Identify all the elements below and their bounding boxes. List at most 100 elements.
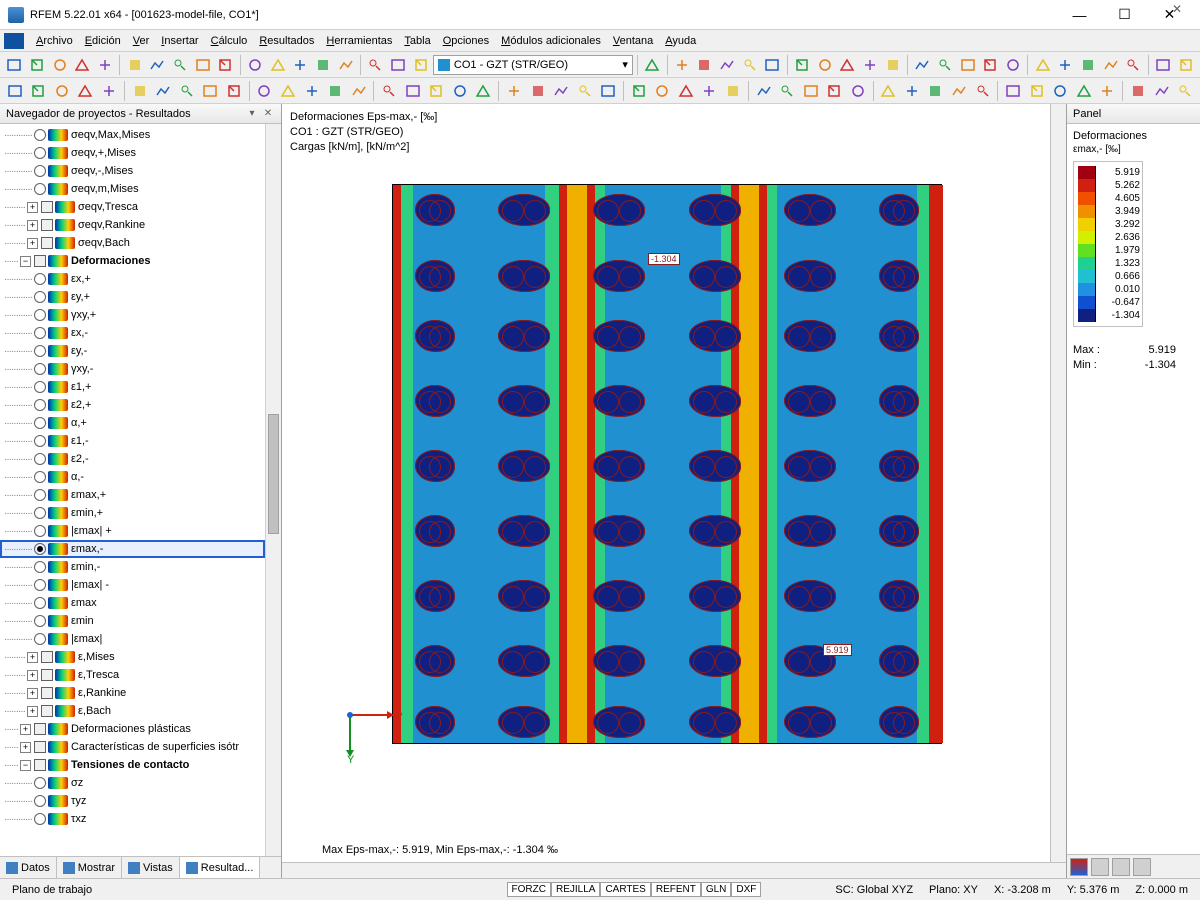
tree-item-18[interactable]: ············ε2,-	[0, 450, 265, 468]
tree-item-15[interactable]: ············ε2,+	[0, 396, 265, 414]
viewport-v-scrollbar[interactable]	[1050, 104, 1066, 862]
toolbar-button-31[interactable]	[935, 54, 956, 76]
toolbar-button-14[interactable]	[335, 54, 356, 76]
toolbar-button-13[interactable]	[313, 54, 334, 76]
toolbar-button-29[interactable]	[722, 80, 744, 102]
menu-ventana[interactable]: Ventana	[607, 33, 659, 49]
maximize-button[interactable]: ☐	[1102, 1, 1147, 29]
toolbar-button-10[interactable]	[254, 80, 276, 102]
toolbar-button-17[interactable]	[426, 80, 448, 102]
status-cell-gln[interactable]: GLN	[701, 882, 732, 897]
toolbar-button-21[interactable]	[527, 80, 549, 102]
tree-item-10[interactable]: ············γxy,+	[0, 306, 265, 324]
toolbar-button-26[interactable]	[814, 54, 835, 76]
tree-item-30[interactable]: ·········+ε,Tresca	[0, 666, 265, 684]
tree-item-2[interactable]: ············σeqv,-,Mises	[0, 162, 265, 180]
tree-item-6[interactable]: ·········+σeqv,Bach	[0, 234, 265, 252]
toolbar-button-11[interactable]	[277, 80, 299, 102]
nav-tab-vistas[interactable]: Vistas	[122, 857, 180, 878]
toolbar-button-29[interactable]	[882, 54, 903, 76]
toolbar-button-25[interactable]	[628, 80, 650, 102]
toolbar-button-35[interactable]	[878, 80, 900, 102]
toolbar-button-25[interactable]	[792, 54, 813, 76]
toolbar-button-6[interactable]	[147, 54, 168, 76]
tree-item-16[interactable]: ············α,+	[0, 414, 265, 432]
tree-item-4[interactable]: ·········+σeqv,Tresca	[0, 198, 265, 216]
tree-item-38[interactable]: ············τxz	[0, 810, 265, 828]
toolbar-button-30[interactable]	[753, 80, 775, 102]
toolbar-button-40[interactable]	[1153, 54, 1174, 76]
tree-item-3[interactable]: ············σeqv,m,Mises	[0, 180, 265, 198]
toolbar-button-33[interactable]	[823, 80, 845, 102]
toolbar-button-1[interactable]	[28, 80, 50, 102]
toolbar-button-31[interactable]	[776, 80, 798, 102]
toolbar-button-9[interactable]	[215, 54, 236, 76]
tree-item-26[interactable]: ············εmax	[0, 594, 265, 612]
tree-item-31[interactable]: ·········+ε,Rankine	[0, 684, 265, 702]
toolbar-button-21[interactable]	[694, 54, 715, 76]
toolbar-button-3[interactable]	[72, 54, 93, 76]
toolbar-button-44[interactable]	[1097, 80, 1119, 102]
toolbar-button-19[interactable]	[473, 80, 495, 102]
status-cell-refent[interactable]: REFENT	[651, 882, 701, 897]
toolbar-button-5[interactable]	[129, 80, 151, 102]
toolbar-button-18[interactable]	[449, 80, 471, 102]
toolbar-button-4[interactable]	[95, 54, 116, 76]
viewport[interactable]: Deformaciones Eps-max,- [‰] CO1 : GZT (S…	[282, 104, 1066, 878]
toolbar-button-24[interactable]	[597, 80, 619, 102]
tree-item-25[interactable]: ············|εmax| -	[0, 576, 265, 594]
toolbar-button-38[interactable]	[948, 80, 970, 102]
toolbar-button-16[interactable]	[388, 54, 409, 76]
tree-item-11[interactable]: ············εx,-	[0, 324, 265, 342]
toolbar-button-42[interactable]	[1050, 80, 1072, 102]
toolbar-button-33[interactable]	[980, 54, 1001, 76]
tree-item-23[interactable]: ············εmax,-	[0, 540, 265, 558]
tree-item-34[interactable]: ······+Características de superficies is…	[0, 738, 265, 756]
status-cell-rejilla[interactable]: REJILLA	[551, 882, 600, 897]
tree-item-29[interactable]: ·········+ε,Mises	[0, 648, 265, 666]
toolbar-button-46[interactable]	[1151, 80, 1173, 102]
toolbar-button-28[interactable]	[860, 54, 881, 76]
toolbar-button-41[interactable]	[1175, 54, 1196, 76]
toolbar-button-10[interactable]	[245, 54, 266, 76]
toolbar-button-0[interactable]	[4, 80, 26, 102]
tree-item-20[interactable]: ············εmax,+	[0, 486, 265, 504]
tree-item-13[interactable]: ············γxy,-	[0, 360, 265, 378]
menu-archivo[interactable]: Archivo	[30, 33, 79, 49]
tree-item-27[interactable]: ············εmin	[0, 612, 265, 630]
toolbar-button-13[interactable]	[324, 80, 346, 102]
menu-opciones[interactable]: Opciones	[437, 33, 495, 49]
toolbar-button-32[interactable]	[957, 54, 978, 76]
panel-btn-2[interactable]	[1091, 858, 1109, 876]
viewport-h-scrollbar[interactable]	[282, 862, 1066, 878]
toolbar-button-22[interactable]	[717, 54, 738, 76]
tree-item-1[interactable]: ············σeqv,+,Mises	[0, 144, 265, 162]
toolbar-button-22[interactable]	[550, 80, 572, 102]
toolbar-button-1[interactable]	[27, 54, 48, 76]
toolbar-button-12[interactable]	[301, 80, 323, 102]
toolbar-button-14[interactable]	[348, 80, 370, 102]
toolbar-button-36[interactable]	[1055, 54, 1076, 76]
tree-item-32[interactable]: ·········+ε,Bach	[0, 702, 265, 720]
toolbar-button-24[interactable]	[762, 54, 783, 76]
toolbar-button-36[interactable]	[901, 80, 923, 102]
toolbar-button-12[interactable]	[290, 54, 311, 76]
toolbar-button-5[interactable]	[124, 54, 145, 76]
toolbar-button-45[interactable]	[1127, 80, 1149, 102]
menu-módulos adicionales[interactable]: Módulos adicionales	[495, 33, 607, 49]
panel-btn-4[interactable]	[1133, 858, 1151, 876]
panel-btn-3[interactable]	[1112, 858, 1130, 876]
toolbar-button-35[interactable]	[1032, 54, 1053, 76]
toolbar-button-0[interactable]	[4, 54, 25, 76]
toolbar-button-6[interactable]	[152, 80, 174, 102]
toolbar-button-23[interactable]	[739, 54, 760, 76]
menu-ayuda[interactable]: Ayuda	[659, 33, 702, 49]
nav-tab-mostrar[interactable]: Mostrar	[57, 857, 122, 878]
menu-ver[interactable]: Ver	[127, 33, 156, 49]
toolbar-button-23[interactable]	[574, 80, 596, 102]
tree-item-22[interactable]: ············|εmax| +	[0, 522, 265, 540]
toolbar-button-19[interactable]	[642, 54, 663, 76]
toolbar-button-15[interactable]	[365, 54, 386, 76]
toolbar-button-39[interactable]	[972, 80, 994, 102]
toolbar-button-8[interactable]	[199, 80, 221, 102]
